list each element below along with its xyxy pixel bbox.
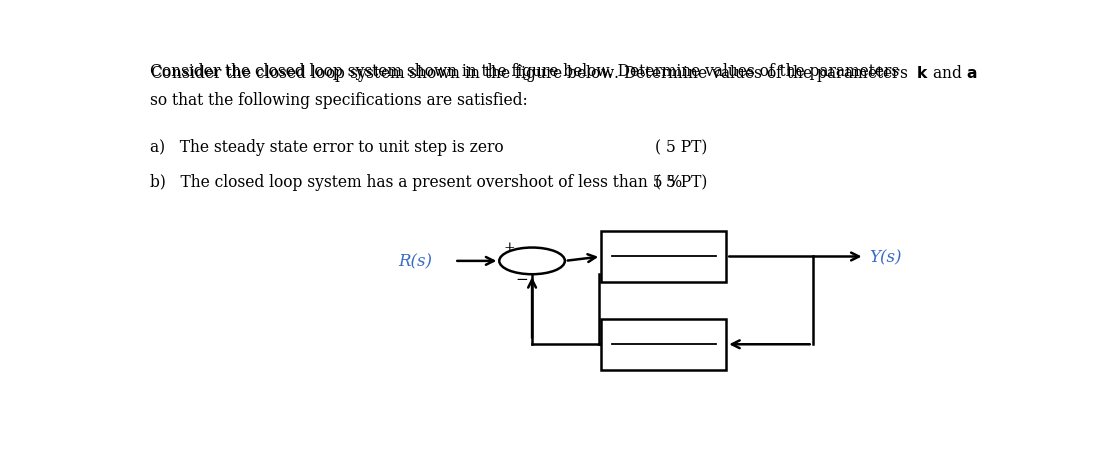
Text: −: −: [516, 273, 529, 287]
FancyBboxPatch shape: [602, 319, 726, 370]
Text: s + a: s + a: [643, 348, 685, 365]
Text: Consider the closed loop system shown in the figure below. Determine values of t: Consider the closed loop system shown in…: [149, 63, 1004, 81]
Text: 1: 1: [657, 325, 670, 344]
Text: b)   The closed loop system has a present overshoot of less than 5 %: b) The closed loop system has a present …: [149, 174, 682, 191]
Text: s + 2k: s + 2k: [637, 261, 691, 278]
Text: Consider the closed loop system shown in the figure below. Determine values of t: Consider the closed loop system shown in…: [149, 63, 909, 81]
Text: Consider the closed loop system shown in the figure below. Determine values of t: Consider the closed loop system shown in…: [149, 63, 977, 84]
Text: R(s): R(s): [399, 253, 432, 270]
Text: ( 5 PT): ( 5 PT): [655, 174, 707, 191]
Text: a)   The steady state error to unit step is zero: a) The steady state error to unit step i…: [149, 139, 504, 156]
FancyBboxPatch shape: [602, 232, 726, 282]
Text: 1: 1: [657, 238, 670, 256]
Text: +: +: [504, 240, 515, 254]
Text: Y(s): Y(s): [869, 248, 901, 265]
Text: ( 5 PT): ( 5 PT): [655, 139, 707, 156]
Text: so that the following specifications are satisfied:: so that the following specifications are…: [149, 91, 527, 108]
